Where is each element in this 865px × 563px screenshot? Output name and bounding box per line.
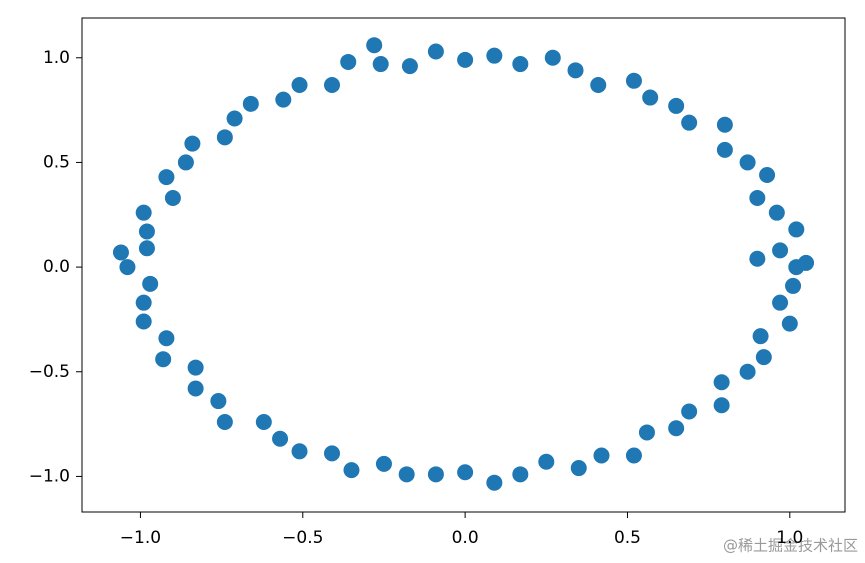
scatter-point [713,397,730,414]
scatter-point [187,380,204,397]
scatter-point [538,453,555,470]
scatter-point [112,244,129,261]
scatter-point [272,430,289,447]
scatter-point [135,294,152,311]
scatter-point [544,49,561,66]
scatter-point [772,242,789,259]
scatter-point [158,169,175,186]
scatter-point [713,374,730,391]
scatter-point [427,43,444,60]
scatter-point [187,359,204,376]
scatter-point [324,445,341,462]
scatter-point [142,275,159,292]
scatter-point [398,466,415,483]
scatter-point [681,114,698,131]
scatter-point [749,250,766,267]
scatter-point [242,95,259,112]
x-tick-label: 0.5 [614,528,641,548]
x-tick-label: 1.0 [776,528,803,548]
scatter-point [739,363,756,380]
scatter-point [372,56,389,73]
scatter-point [638,424,655,441]
scatter-point [135,313,152,330]
scatter-point [275,91,292,108]
scatter-point [785,277,802,294]
scatter-point [457,51,474,68]
scatter-point [625,72,642,89]
x-tick-label: 0.0 [452,528,479,548]
scatter-point [138,240,155,257]
scatter-point [755,349,772,366]
scatter-point [427,466,444,483]
watermark: @稀土掘金技术社区 [723,537,858,555]
scatter-point [768,204,785,221]
plot-frame [81,17,846,513]
scatter-point [210,393,227,410]
scatter-point [340,53,357,70]
scatter-point [668,97,685,114]
scatter-point [570,460,587,477]
scatter-point [255,413,272,430]
scatter-point [177,154,194,171]
scatter-point [291,76,308,93]
scatter-point [216,129,233,146]
scatter-point [184,135,201,152]
scatter-point [138,223,155,240]
scatter-point [291,443,308,460]
scatter-point [512,466,529,483]
scatter-point [567,62,584,79]
scatter-point [216,413,233,430]
scatter-point [681,403,698,420]
scatter-point [226,110,243,127]
scatter-point [593,447,610,464]
x-tick-label: −1.0 [120,528,161,548]
scatter-point [749,190,766,207]
scatter-point [486,47,503,64]
y-tick-label: 0.5 [43,152,70,172]
scatter-point [625,447,642,464]
scatter-point [512,56,529,73]
scatter-point [716,141,733,158]
scatter-point [343,462,360,479]
scatter-point [781,315,798,332]
scatter-point [155,351,172,368]
scatter-point [716,116,733,133]
scatter-point [759,166,776,183]
scatter-point [158,330,175,347]
y-tick-label: 1.0 [43,48,70,68]
x-tick-label: −0.5 [282,528,323,548]
scatter-point [366,37,383,54]
scatter-point [375,455,392,472]
scatter-point [642,89,659,106]
y-tick-label: −0.5 [29,362,70,382]
scatter-point [457,464,474,481]
scatter-point [752,328,769,345]
y-tick-label: −1.0 [29,466,70,486]
scatter-point [590,76,607,93]
scatter-point [324,76,341,93]
scatter-point [401,58,418,75]
scatter-point [788,221,805,238]
scatter-point [772,294,789,311]
scatter-point [739,154,756,171]
scatter-point [135,204,152,221]
scatter-point [164,190,181,207]
scatter-point [119,259,136,276]
y-tick-label: 0.0 [43,257,70,277]
scatter-point [798,254,815,271]
scatter-point [486,474,503,491]
scatter-point [668,420,685,437]
